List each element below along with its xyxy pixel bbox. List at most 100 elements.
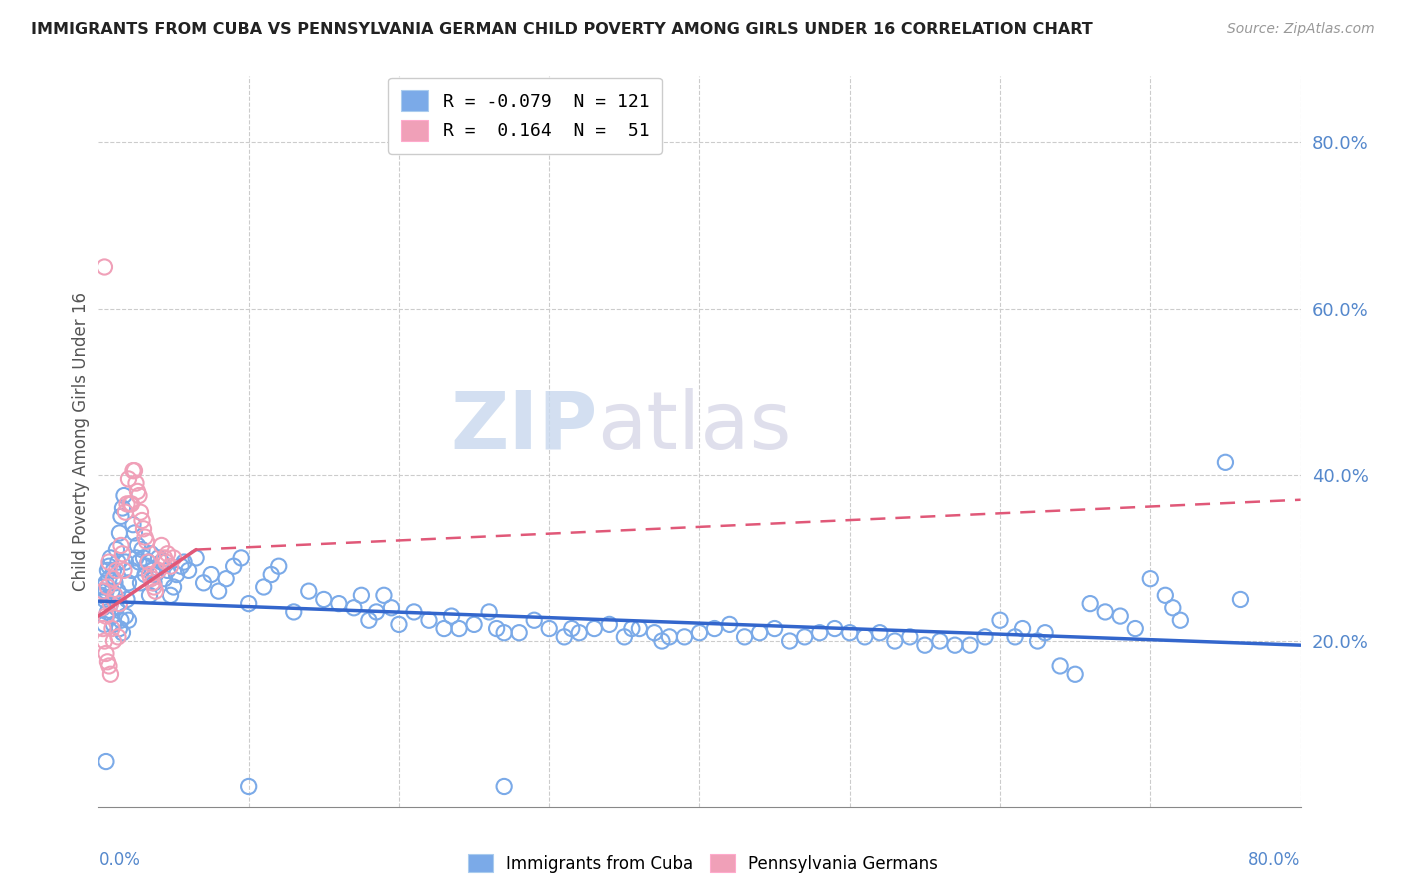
Point xyxy=(148,550,170,565)
Point xyxy=(101,609,124,624)
Point xyxy=(898,630,921,644)
Point xyxy=(114,555,136,569)
Point xyxy=(127,484,149,499)
Text: 0.0%: 0.0% xyxy=(98,851,141,869)
Point xyxy=(231,550,253,565)
Point xyxy=(156,547,179,561)
Point xyxy=(193,575,215,590)
Point xyxy=(96,580,118,594)
Point xyxy=(583,622,606,636)
Point xyxy=(110,613,132,627)
Point xyxy=(914,638,936,652)
Point xyxy=(108,622,131,636)
Point xyxy=(91,622,114,636)
Point xyxy=(1215,455,1237,469)
Point xyxy=(125,550,148,565)
Point xyxy=(523,613,546,627)
Point xyxy=(166,567,188,582)
Point xyxy=(658,630,681,644)
Point xyxy=(366,605,388,619)
Point xyxy=(129,505,152,519)
Point xyxy=(508,625,530,640)
Point xyxy=(238,597,260,611)
Text: IMMIGRANTS FROM CUBA VS PENNSYLVANIA GERMAN CHILD POVERTY AMONG GIRLS UNDER 16 C: IMMIGRANTS FROM CUBA VS PENNSYLVANIA GER… xyxy=(31,22,1092,37)
Point xyxy=(111,625,134,640)
Point xyxy=(94,575,117,590)
Point xyxy=(155,555,177,569)
Point xyxy=(93,592,115,607)
Legend: Immigrants from Cuba, Pennsylvania Germans: Immigrants from Cuba, Pennsylvania Germa… xyxy=(461,847,945,880)
Point xyxy=(104,575,127,590)
Point xyxy=(100,597,122,611)
Point xyxy=(145,584,167,599)
Point xyxy=(763,622,786,636)
Point xyxy=(148,563,170,577)
Text: atlas: atlas xyxy=(598,388,792,466)
Point xyxy=(433,622,456,636)
Point xyxy=(494,625,516,640)
Point xyxy=(94,609,117,624)
Point xyxy=(718,617,741,632)
Point xyxy=(440,609,463,624)
Point xyxy=(651,634,673,648)
Point xyxy=(96,655,118,669)
Point xyxy=(136,555,159,569)
Point xyxy=(108,597,131,611)
Point xyxy=(869,625,891,640)
Point xyxy=(132,522,155,536)
Point xyxy=(988,613,1011,627)
Point xyxy=(115,592,138,607)
Point xyxy=(138,588,160,602)
Point xyxy=(100,667,122,681)
Point xyxy=(1011,622,1033,636)
Point xyxy=(100,550,122,565)
Point xyxy=(131,542,153,557)
Point xyxy=(688,625,710,640)
Point xyxy=(838,625,860,640)
Point xyxy=(124,525,146,540)
Point xyxy=(131,514,153,528)
Point xyxy=(974,630,997,644)
Point xyxy=(107,584,129,599)
Point xyxy=(134,567,156,582)
Point xyxy=(117,613,139,627)
Point xyxy=(350,588,373,602)
Point xyxy=(96,563,118,577)
Point xyxy=(734,630,756,644)
Point xyxy=(703,622,725,636)
Point xyxy=(114,609,136,624)
Point xyxy=(598,617,620,632)
Point xyxy=(613,630,636,644)
Point xyxy=(357,613,380,627)
Point xyxy=(103,563,125,577)
Point xyxy=(90,588,112,602)
Point xyxy=(177,563,200,577)
Text: 80.0%: 80.0% xyxy=(1249,851,1301,869)
Point xyxy=(1049,659,1071,673)
Point xyxy=(568,625,591,640)
Point xyxy=(402,605,425,619)
Point xyxy=(112,563,135,577)
Text: ZIP: ZIP xyxy=(450,388,598,466)
Point xyxy=(91,600,114,615)
Point xyxy=(312,592,335,607)
Point xyxy=(111,501,134,516)
Point xyxy=(748,625,770,640)
Point xyxy=(793,630,815,644)
Point xyxy=(138,567,160,582)
Point xyxy=(139,572,162,586)
Point xyxy=(94,647,117,661)
Point xyxy=(260,567,283,582)
Point xyxy=(1064,667,1087,681)
Point xyxy=(93,260,115,274)
Point xyxy=(643,625,665,640)
Point xyxy=(153,572,176,586)
Point xyxy=(93,634,115,648)
Point xyxy=(128,555,150,569)
Point xyxy=(380,600,402,615)
Point xyxy=(115,497,138,511)
Point xyxy=(118,497,141,511)
Point xyxy=(129,575,152,590)
Point xyxy=(111,547,134,561)
Point xyxy=(135,534,157,549)
